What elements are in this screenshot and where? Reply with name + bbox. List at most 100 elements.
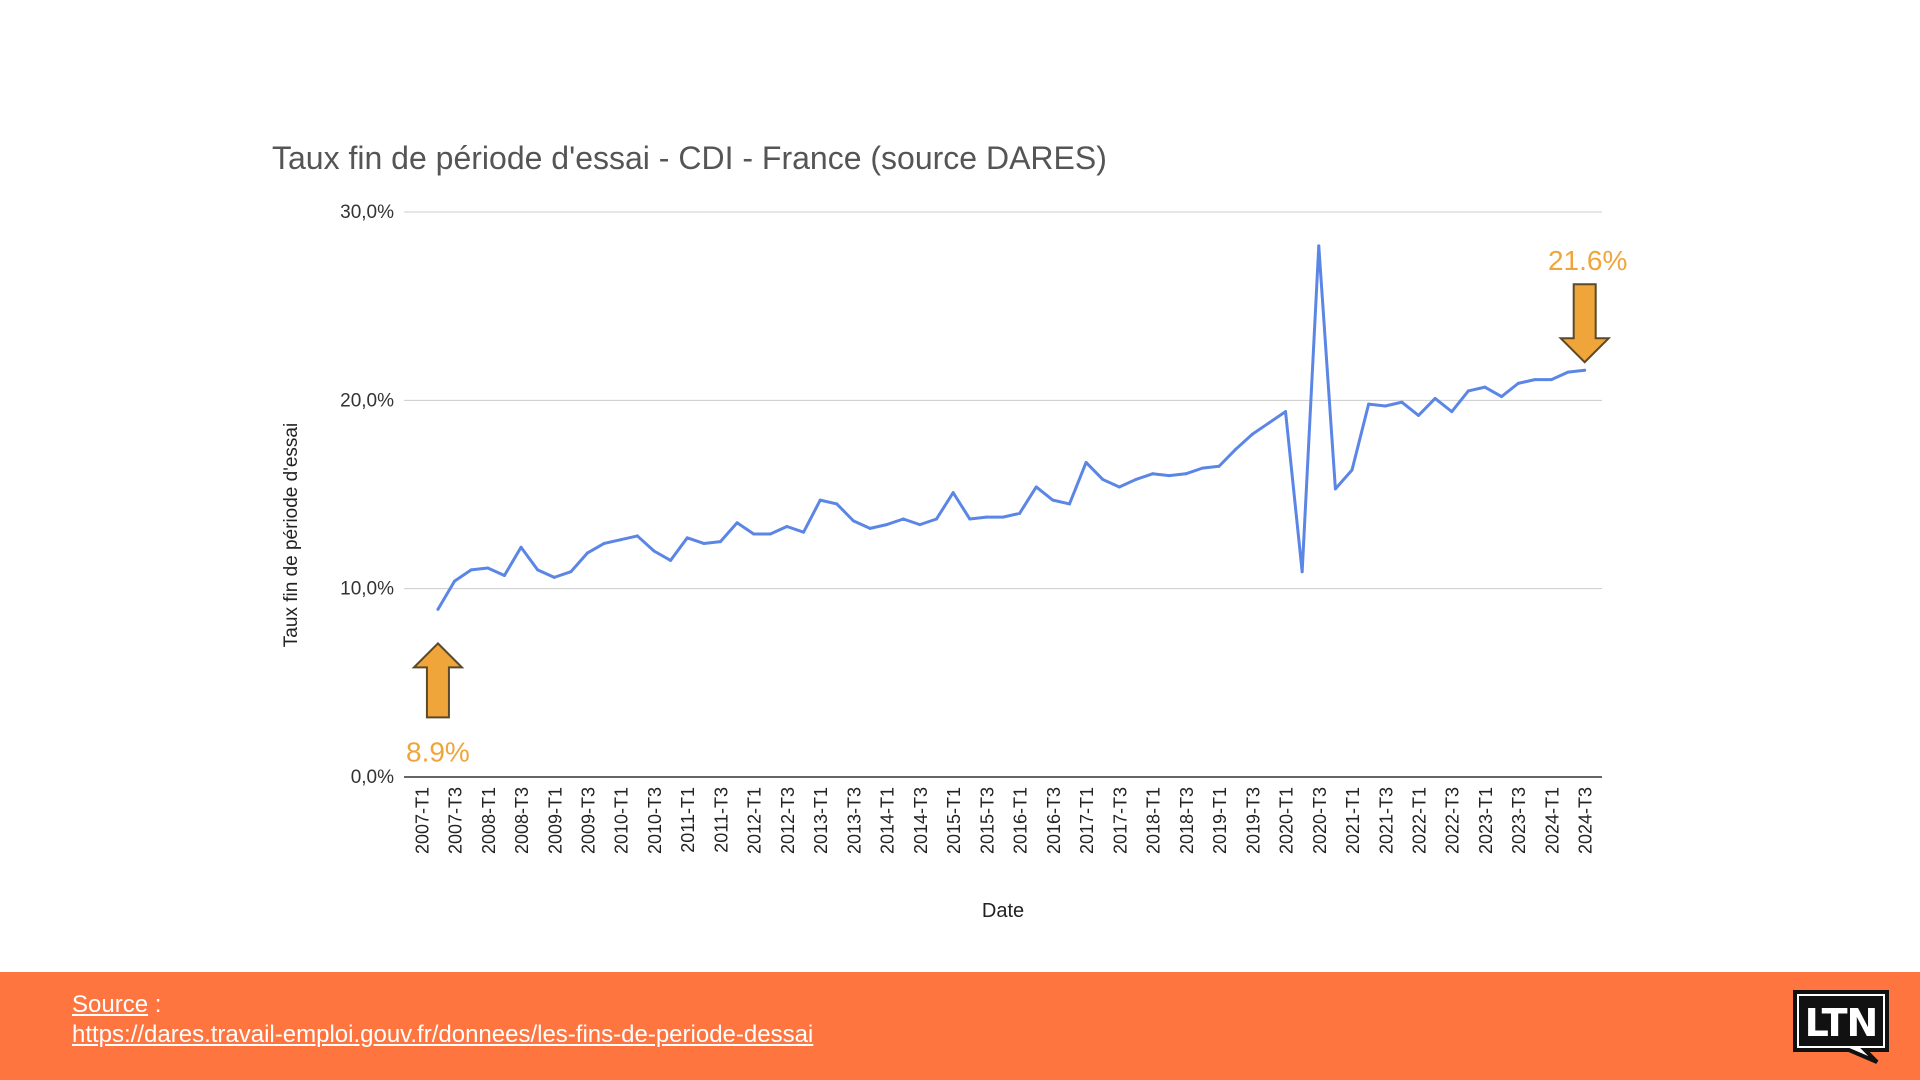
x-tick-label: 2012-T1 bbox=[745, 787, 765, 854]
data-point bbox=[552, 575, 556, 579]
data-point bbox=[885, 523, 889, 527]
x-axis-ticks: 2007-T1 2007-T3 2008-T1 2008-T3 2009-T1 2009-… bbox=[412, 787, 1595, 854]
data-point bbox=[835, 502, 839, 506]
y-tick-label: 0,0% bbox=[351, 767, 394, 788]
data-point bbox=[1167, 474, 1171, 478]
data-point bbox=[1101, 477, 1105, 481]
x-axis-label: Date bbox=[982, 900, 1024, 922]
data-point bbox=[802, 530, 806, 534]
data-point bbox=[718, 540, 722, 544]
x-tick-label: 2010-T3 bbox=[645, 787, 665, 854]
data-point bbox=[818, 498, 822, 502]
x-tick-label: 2008-T1 bbox=[479, 787, 499, 854]
data-point bbox=[519, 545, 523, 549]
data-point bbox=[1533, 378, 1537, 382]
data-point bbox=[1250, 432, 1254, 436]
x-tick-label: 2020-T3 bbox=[1310, 787, 1330, 854]
x-tick-label: 2022-T1 bbox=[1409, 787, 1429, 854]
x-tick-label: 2019-T3 bbox=[1243, 787, 1263, 854]
x-tick-label: 2008-T3 bbox=[512, 787, 532, 854]
x-tick-label: 2023-T3 bbox=[1509, 787, 1529, 854]
y-tick-label: 20,0% bbox=[340, 390, 394, 411]
footer-bar: Source : https://dares.travail-emploi.go… bbox=[0, 972, 1920, 1080]
source-link[interactable]: Source bbox=[72, 991, 149, 1018]
data-point bbox=[436, 607, 440, 611]
data-point bbox=[1483, 385, 1487, 389]
y-tick-label: 30,0% bbox=[340, 202, 394, 223]
arrow-down-icon bbox=[1558, 283, 1612, 364]
data-point bbox=[984, 515, 988, 519]
x-tick-label: 2015-T3 bbox=[977, 787, 997, 854]
data-point bbox=[1034, 485, 1038, 489]
data-point bbox=[669, 558, 673, 562]
x-tick-label: 2007-T3 bbox=[446, 787, 466, 854]
data-point bbox=[1400, 400, 1404, 404]
data-point bbox=[536, 568, 540, 572]
data-point bbox=[1300, 570, 1304, 574]
x-tick-label: 2011-T1 bbox=[678, 787, 698, 853]
arrow-up-icon bbox=[411, 641, 465, 719]
x-tick-label: 2019-T1 bbox=[1210, 787, 1230, 854]
x-tick-label: 2009-T3 bbox=[579, 787, 599, 854]
data-point bbox=[602, 541, 606, 545]
line-chart: Taux fin de période d'essai - CDI - Fran… bbox=[272, 140, 1627, 922]
data-point bbox=[1151, 472, 1155, 476]
data-point bbox=[1117, 485, 1121, 489]
x-tick-label: 2020-T1 bbox=[1277, 787, 1297, 854]
data-point bbox=[1200, 466, 1204, 470]
data-point bbox=[768, 532, 772, 536]
data-point bbox=[1500, 395, 1504, 399]
ltn-logo: LTN bbox=[1793, 990, 1889, 1064]
data-point bbox=[1367, 402, 1371, 406]
data-point bbox=[1184, 472, 1188, 476]
data-point bbox=[1317, 244, 1321, 248]
data-point bbox=[1217, 464, 1221, 468]
x-tick-label: 2013-T1 bbox=[811, 787, 831, 854]
source-url-link[interactable]: https://dares.travail-emploi.gouv.fr/don… bbox=[72, 1021, 814, 1048]
gridlines bbox=[404, 211, 1602, 778]
chart-title: Taux fin de période d'essai - CDI - Fran… bbox=[272, 140, 1107, 176]
x-tick-label: 2010-T1 bbox=[612, 787, 632, 854]
data-point bbox=[951, 491, 955, 495]
data-point bbox=[1466, 389, 1470, 393]
data-point bbox=[1583, 368, 1587, 372]
data-point bbox=[1416, 413, 1420, 417]
data-point bbox=[1084, 460, 1088, 464]
data-point bbox=[619, 538, 623, 542]
data-point bbox=[1350, 468, 1354, 472]
data-point bbox=[1549, 378, 1553, 382]
y-axis-ticks: 0,0% 10,0% 20,0% 30,0% bbox=[340, 202, 394, 788]
annotation: 8.9% bbox=[406, 641, 470, 767]
annotation-label: 21.6% bbox=[1548, 245, 1627, 276]
logo-text: LTN bbox=[1805, 1001, 1878, 1045]
data-point bbox=[935, 517, 939, 521]
data-point bbox=[453, 579, 457, 583]
x-tick-label: 2007-T1 bbox=[412, 787, 432, 854]
data-point bbox=[586, 551, 590, 555]
data-point bbox=[1516, 381, 1520, 385]
x-tick-label: 2016-T1 bbox=[1011, 787, 1031, 854]
x-tick-label: 2014-T1 bbox=[878, 787, 898, 854]
data-point bbox=[569, 570, 573, 574]
data-point bbox=[486, 566, 490, 570]
data-point bbox=[1284, 410, 1288, 414]
data-point bbox=[469, 568, 473, 572]
data-point bbox=[968, 517, 972, 521]
data-point bbox=[918, 523, 922, 527]
data-point bbox=[502, 573, 506, 577]
data-point bbox=[851, 519, 855, 523]
data-point bbox=[702, 541, 706, 545]
x-tick-label: 2015-T1 bbox=[944, 787, 964, 854]
x-tick-label: 2024-T3 bbox=[1576, 787, 1596, 854]
data-point bbox=[1051, 498, 1055, 502]
data-point bbox=[652, 549, 656, 553]
series-line bbox=[436, 244, 1587, 611]
annotation-label: 8.9% bbox=[406, 736, 470, 767]
series-path bbox=[436, 244, 1585, 611]
x-tick-label: 2017-T1 bbox=[1077, 787, 1097, 854]
data-point bbox=[1234, 447, 1238, 451]
x-tick-label: 2018-T1 bbox=[1144, 787, 1164, 854]
x-tick-label: 2013-T3 bbox=[844, 787, 864, 854]
data-point bbox=[1001, 515, 1005, 519]
data-point bbox=[1450, 410, 1454, 414]
